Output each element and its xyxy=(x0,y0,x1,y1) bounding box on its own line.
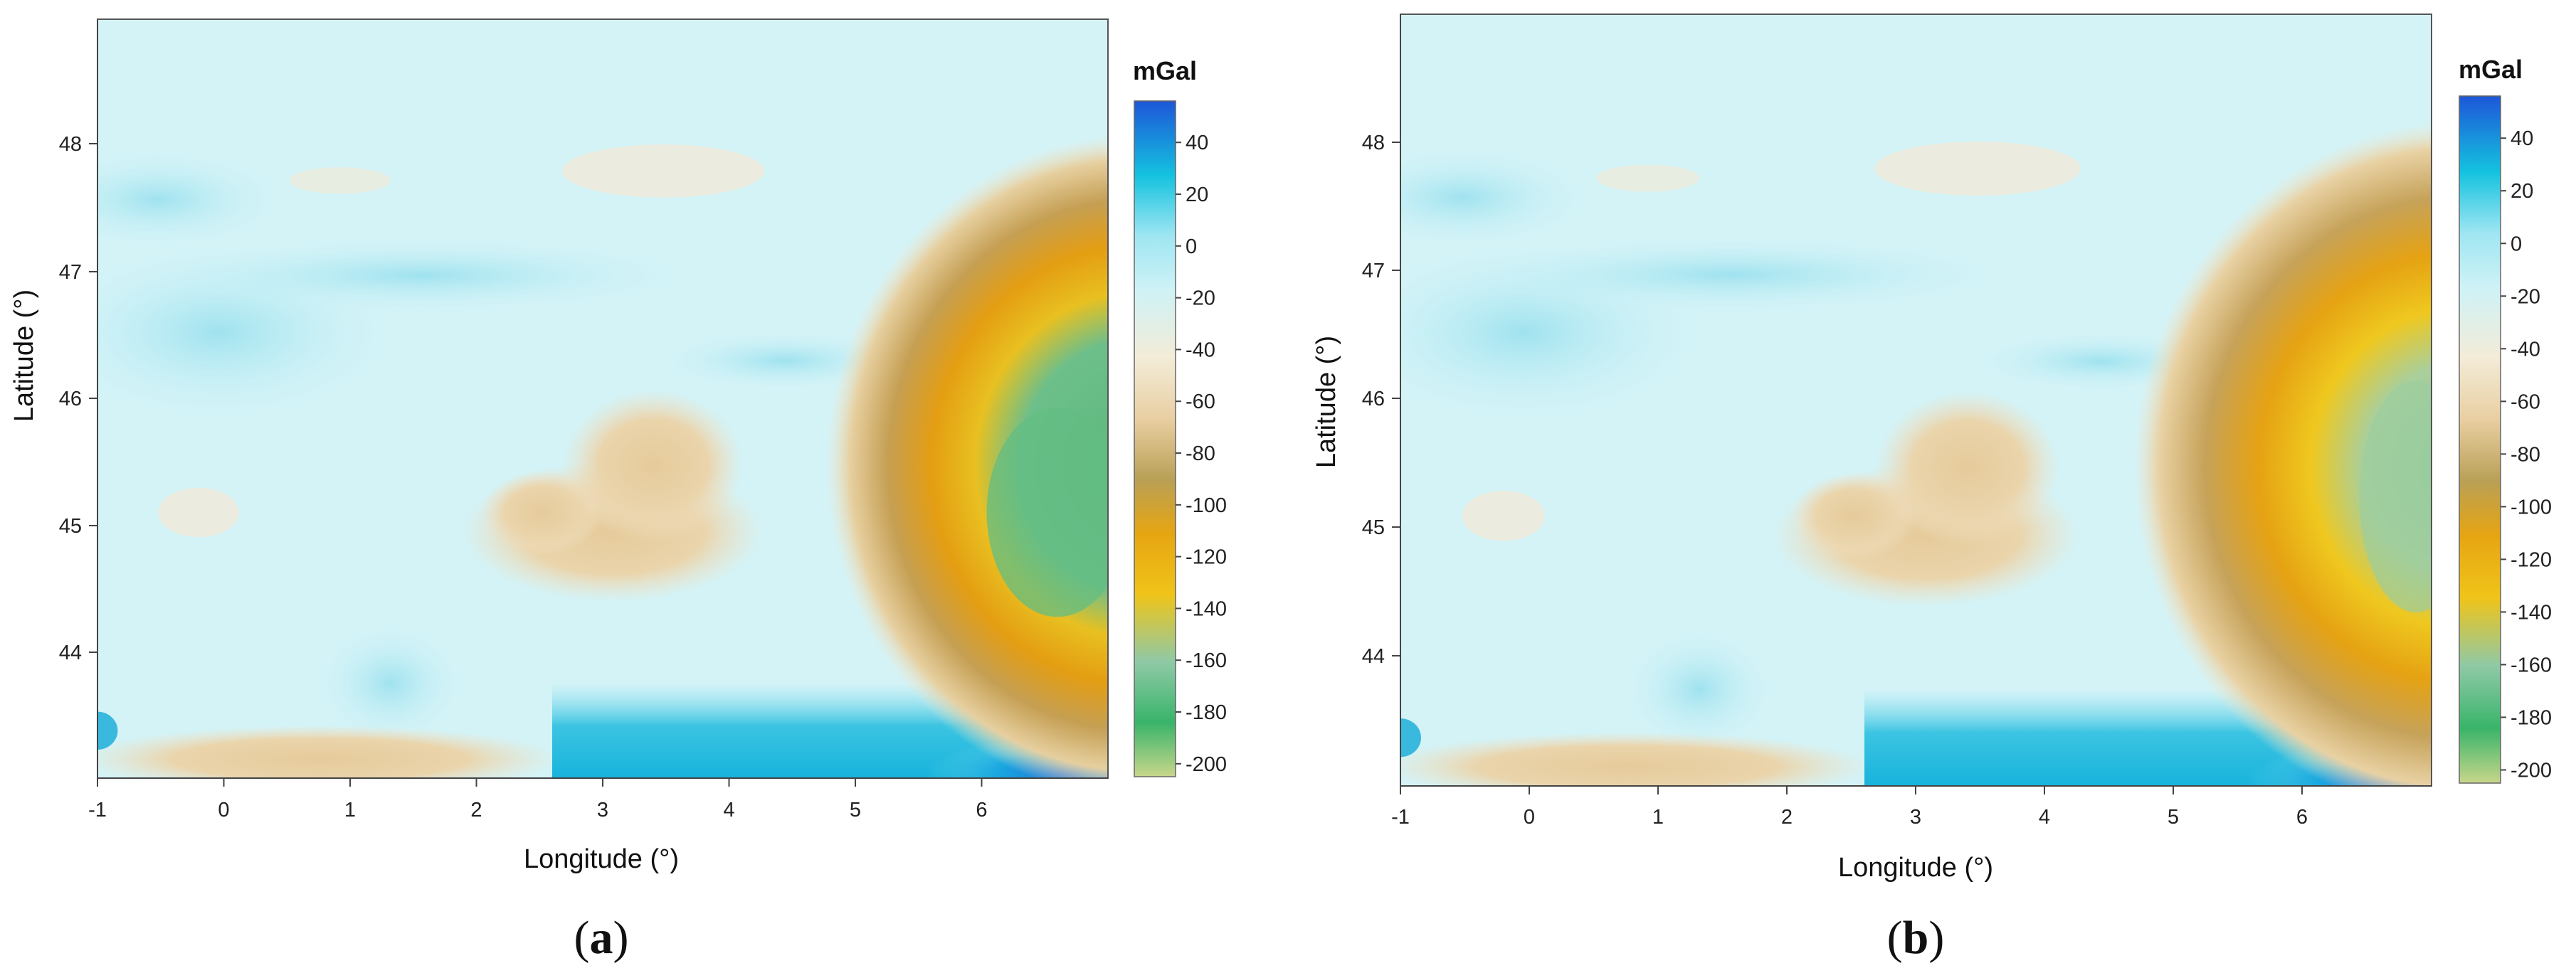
colorbar-tick-label: -180 xyxy=(1186,701,1227,724)
y-axis-b: 48 47 46 45 44 xyxy=(1362,14,1401,786)
y-tick-label: 44 xyxy=(1362,645,1385,668)
colorbar-tick-label: -140 xyxy=(2511,601,2552,624)
x-tick-label: 6 xyxy=(2296,806,2308,829)
x-tick-label: 5 xyxy=(2168,806,2179,829)
colorbar-tick-label: -60 xyxy=(1186,390,1215,413)
x-axis-title-b: Longitude (°) xyxy=(1838,853,1993,883)
map-b xyxy=(1400,14,2432,787)
y-tick-label: 47 xyxy=(59,261,82,284)
x-tick-label: -1 xyxy=(1391,806,1410,829)
x-axis-title-a: Longitude (°) xyxy=(524,844,679,874)
colorbar-tick-label: -120 xyxy=(2511,548,2552,571)
colorbar-b: mGal 40 20 0 -20 -40 -60 -80 -100 -120 -140 -160 -1… xyxy=(2459,55,2552,784)
x-tick-label: 2 xyxy=(1781,806,1793,829)
y-tick-label: 46 xyxy=(1362,388,1385,410)
colorbar-tick-label: -160 xyxy=(1186,649,1227,672)
map-a xyxy=(97,18,1109,779)
y-axis-title-a: Latitude (°) xyxy=(9,289,39,422)
panel-a: -1 0 1 2 3 4 5 6 Longitude (°) 48 47 46 … xyxy=(9,18,1227,964)
colorbar-tick-label: -200 xyxy=(2511,759,2552,782)
colorbar-tick-label: -20 xyxy=(2511,285,2540,308)
x-axis-b: -1 0 1 2 3 4 5 6 xyxy=(1391,785,2432,829)
colorbar-tick-label: -80 xyxy=(2511,443,2540,466)
y-tick-label: 44 xyxy=(59,642,82,664)
colorbar-unit-b: mGal xyxy=(2459,55,2523,84)
colorbar-tick-label: 20 xyxy=(1186,184,1208,206)
x-tick-label: 5 xyxy=(850,799,861,822)
x-axis-a: -1 0 1 2 3 4 5 6 xyxy=(88,777,1108,822)
colorbar-tick-label: -100 xyxy=(2511,496,2552,519)
colorbar-tick-label: -180 xyxy=(2511,706,2552,729)
y-tick-label: 46 xyxy=(59,388,82,410)
panel-b: -1 0 1 2 3 4 5 6 Longitude (°) 48 47 46 … xyxy=(1311,14,2552,964)
colorbar-tick-label: -20 xyxy=(1186,287,1215,310)
colorbar-tick-label: -40 xyxy=(1186,339,1215,361)
panel-label-b: (b) xyxy=(1887,912,1945,964)
x-tick-label: 2 xyxy=(470,799,482,822)
x-tick-label: 4 xyxy=(723,799,734,822)
colorbar-unit-a: mGal xyxy=(1133,56,1197,85)
colorbar-tick-label: -60 xyxy=(2511,390,2540,413)
colorbar-tick-label: 20 xyxy=(2511,180,2533,203)
x-tick-label: 0 xyxy=(1524,806,1535,829)
colorbar-a: mGal 40 20 0 -20 -40 -60 -80 -100 -120 -140 -160 -1… xyxy=(1133,56,1227,777)
y-axis-a: 48 47 46 45 44 xyxy=(59,19,98,778)
panel-label-a: (a) xyxy=(574,912,629,964)
x-tick-label: 1 xyxy=(1652,806,1664,829)
x-tick-label: 3 xyxy=(1910,806,1921,829)
colorbar-tick-label: -80 xyxy=(1186,442,1215,465)
colorbar-tick-label: -100 xyxy=(1186,494,1227,517)
colorbar-tick-label: 0 xyxy=(2511,233,2522,255)
x-tick-label: 6 xyxy=(976,799,987,822)
colorbar-tick-label: 40 xyxy=(2511,127,2533,150)
y-tick-label: 45 xyxy=(1362,516,1385,539)
y-tick-label: 48 xyxy=(1362,132,1385,154)
y-tick-label: 48 xyxy=(59,133,82,156)
colorbar-tick-label: 40 xyxy=(1186,132,1208,154)
colorbar-tick-label: -200 xyxy=(1186,753,1227,776)
y-tick-label: 45 xyxy=(59,515,82,538)
x-tick-label: 4 xyxy=(2039,806,2050,829)
x-tick-label: -1 xyxy=(88,799,107,822)
colorbar-tick-label: 0 xyxy=(1186,235,1197,258)
x-tick-label: 3 xyxy=(597,799,608,822)
y-axis-title-b: Latitude (°) xyxy=(1311,336,1341,468)
x-tick-label: 1 xyxy=(344,799,356,822)
colorbar-tick-label: -160 xyxy=(2511,654,2552,676)
colorbar-tick-label: -120 xyxy=(1186,546,1227,569)
colorbar-tick-label: -140 xyxy=(1186,597,1227,620)
x-tick-label: 0 xyxy=(218,799,229,822)
colorbar-tick-label: -40 xyxy=(2511,338,2540,361)
y-tick-label: 47 xyxy=(1362,260,1385,282)
